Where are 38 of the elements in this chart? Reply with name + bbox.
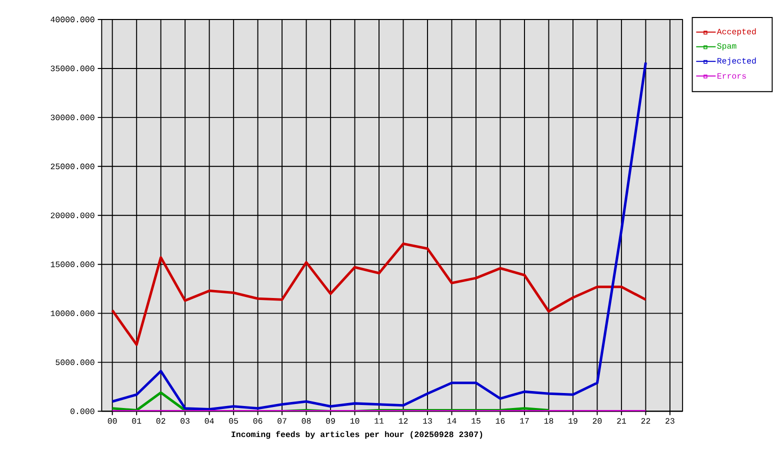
x-tick-label: 20	[592, 418, 602, 424]
y-tick-label: 25000.000	[50, 164, 94, 170]
x-tick-label: 17	[520, 418, 529, 424]
x-tick-label: 12	[398, 418, 408, 424]
legend-label: Rejected	[718, 58, 756, 66]
x-tick-label: 02	[156, 418, 166, 424]
y-tick-label: 30000.000	[50, 114, 94, 120]
y-tick-label: 35000.000	[50, 66, 94, 72]
legend-label: Spam	[717, 43, 736, 50]
x-tick-label: 03	[180, 418, 190, 424]
x-tick-label: 05	[229, 418, 238, 424]
x-tick-label: 07	[278, 418, 286, 424]
x-tick-label: 23	[666, 418, 674, 424]
x-tick-label: 13	[423, 418, 432, 424]
y-tick-label: 15000.000	[50, 262, 94, 268]
x-tick-label: 16	[496, 418, 505, 424]
x-axis-title: Incoming feeds by articles per hour (20250928 2307)	[232, 431, 482, 439]
y-tick-label: 5000.000	[56, 360, 94, 366]
x-tick-label: 19	[568, 418, 578, 424]
legend-label: Errors	[718, 73, 746, 79]
x-tick-label: 11	[374, 418, 384, 424]
y-tick-label: 20000.000	[50, 212, 94, 218]
y-tick-label: 40000.000	[50, 16, 94, 22]
y-tick-label: 0.000	[70, 408, 94, 414]
x-tick-label: 01	[132, 418, 142, 424]
x-tick-label: 06	[253, 418, 262, 424]
x-tick-label: 09	[326, 418, 335, 424]
x-tick-label: 22	[641, 418, 650, 424]
x-tick-label: 10	[350, 418, 360, 424]
x-tick-label: 04	[204, 418, 214, 424]
y-tick-label: 10000.000	[50, 310, 94, 316]
x-tick-label: 08	[302, 418, 311, 424]
x-tick-label: 14	[447, 418, 456, 424]
x-tick-label: 00	[108, 418, 117, 424]
legend-label: Accepted	[716, 28, 756, 36]
x-tick-label: 18	[544, 418, 554, 424]
x-tick-label: 15	[472, 418, 480, 424]
x-tick-label: 21	[617, 418, 626, 424]
